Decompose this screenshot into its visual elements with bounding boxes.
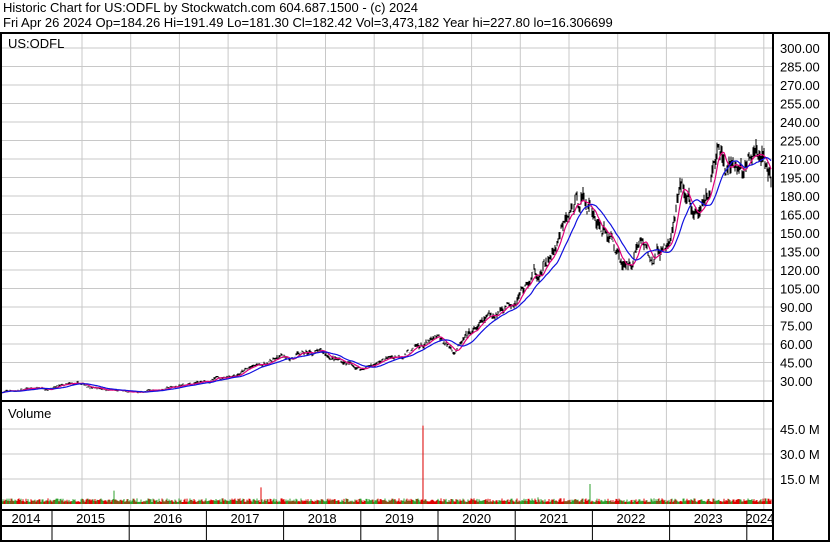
volume-tick-label: 15.0 M [780,472,820,487]
chart-header: Historic Chart for US:ODFL by Stockwatch… [0,0,830,32]
volume-label: Volume [8,406,51,421]
price-tick-label: 255.00 [780,97,820,112]
price-tick-label: 195.00 [780,171,820,186]
price-tick-label: 180.00 [780,189,820,204]
quote-line: Fri Apr 26 2024 Op=184.26 Hi=191.49 Lo=1… [3,15,613,30]
volume-tick-label: 45.0 M [780,422,820,437]
stock-chart: US:ODFL Volume 300.00 285.00 270.00 255.00 2… [0,32,830,542]
axis-ticks: 300.00 285.00 270.00 255.00 240.00 225.00 210.… [12,41,820,541]
price-tick-label: 60.00 [780,337,813,352]
x-tick-label: 2022 [617,511,646,526]
price-tick-label: 270.00 [780,78,820,93]
x-tick-label: 2015 [76,511,105,526]
x-tick-label: 2016 [153,511,182,526]
grid [0,32,773,510]
short-moving-average-line [1,151,772,394]
price-tick-label: 120.00 [780,263,820,278]
volume-bars [1,425,772,504]
symbol-label: US:ODFL [8,36,64,51]
x-tick-label: 2019 [385,511,414,526]
volume-tick-label: 30.0 M [780,447,820,462]
chart-frame [0,32,830,542]
x-tick-label: 2017 [231,511,260,526]
price-tick-label: 150.00 [780,226,820,241]
chart-title: Historic Chart for US:ODFL by Stockwatch… [3,0,418,15]
price-tick-label: 300.00 [780,41,820,56]
price-tick-label: 165.00 [780,208,820,223]
price-tick-label: 90.00 [780,300,813,315]
x-tick-label: 2021 [539,511,568,526]
x-tick-label: 2020 [462,511,491,526]
price-tick-label: 45.00 [780,356,813,371]
price-tick-label: 285.00 [780,60,820,75]
price-tick-label: 105.00 [780,282,820,297]
x-tick-label: 2024 [745,511,774,526]
price-tick-label: 75.00 [780,319,813,334]
price-tick-label: 210.00 [780,152,820,167]
price-tick-label: 240.00 [780,115,820,130]
price-tick-label: 225.00 [780,134,820,149]
x-tick-label: 2018 [308,511,337,526]
moving-averages [1,151,772,394]
x-tick-label: 2023 [694,511,723,526]
x-tick-label: 2014 [12,511,41,526]
price-tick-label: 30.00 [780,374,813,389]
long-moving-average-line [1,156,772,394]
price-tick-label: 135.00 [780,245,820,260]
